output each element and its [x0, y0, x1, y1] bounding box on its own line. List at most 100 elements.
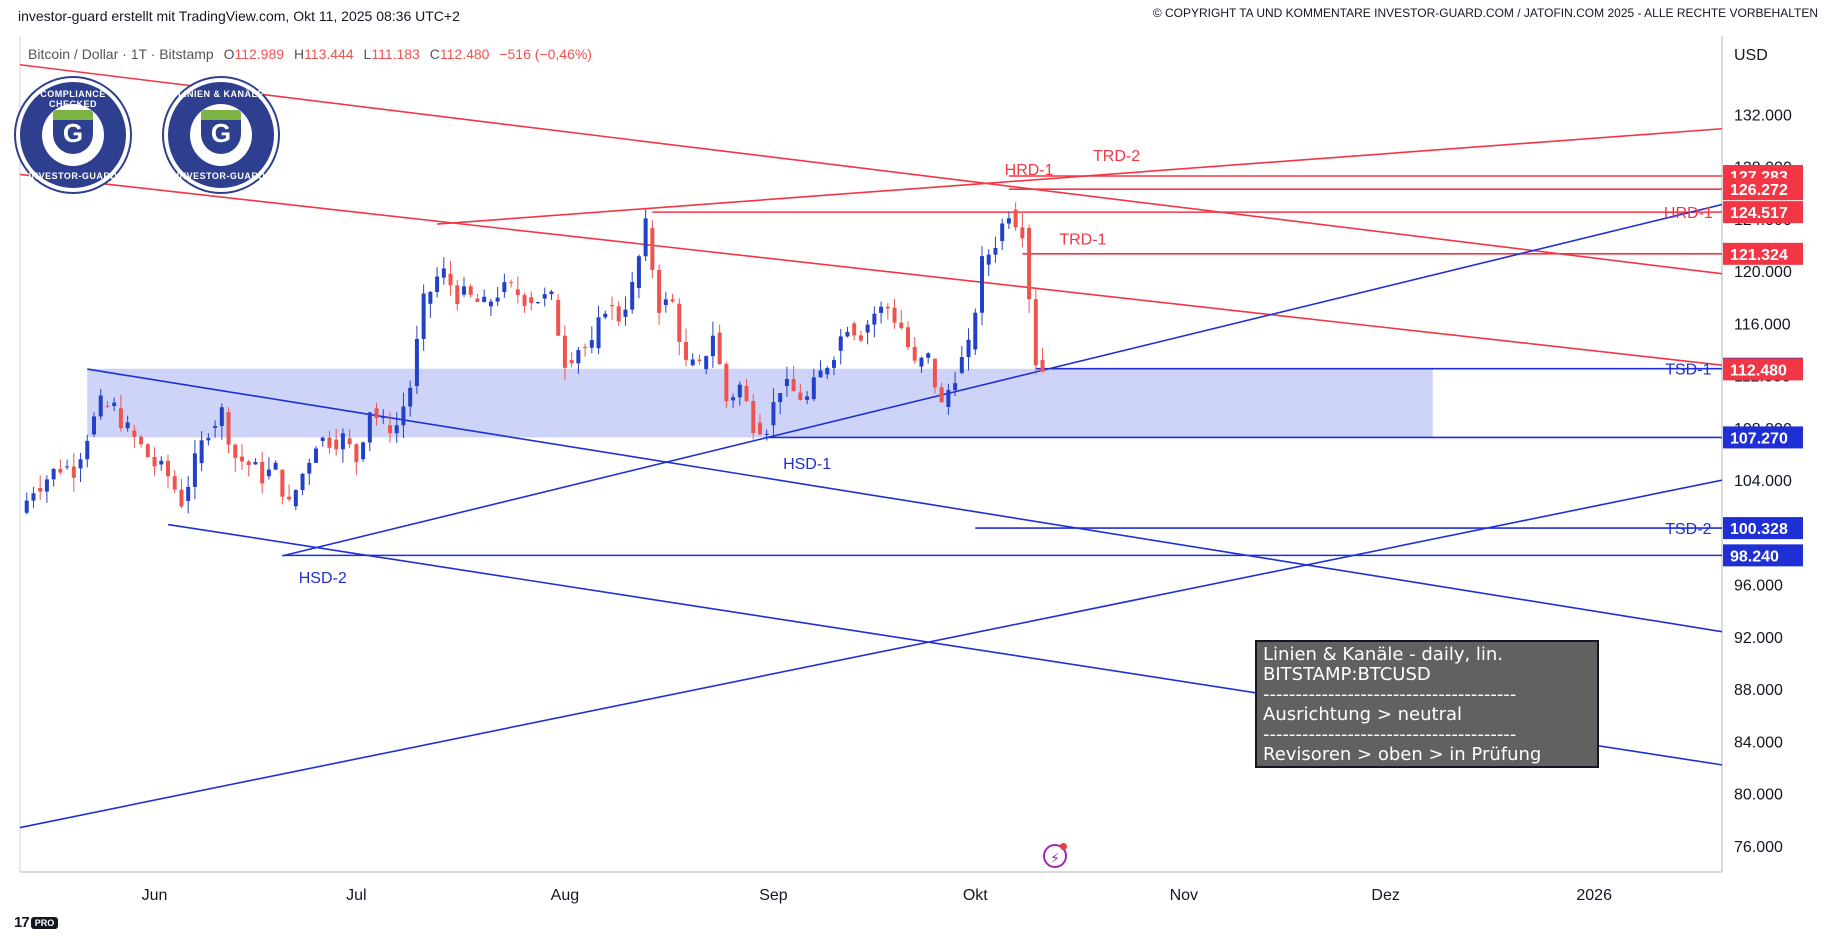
- line-annotation: TRD-1: [1059, 231, 1106, 248]
- close-value: C112.480: [429, 46, 490, 62]
- flash-icon[interactable]: ⚡: [1043, 844, 1067, 868]
- y-tick-label: 88.000: [1734, 682, 1783, 699]
- candle-body: [105, 405, 110, 407]
- candle-body: [569, 359, 574, 364]
- candle-body: [906, 327, 910, 347]
- candle-body: [818, 370, 823, 378]
- candle-body: [401, 406, 406, 426]
- candle-body: [213, 425, 218, 428]
- candle-body: [583, 346, 588, 348]
- price-tag: [1723, 242, 1803, 265]
- price-tag-label: 112.480: [1730, 362, 1787, 379]
- trend-line: [20, 63, 1722, 275]
- tradingview-logo[interactable]: 17 PRO: [14, 914, 59, 931]
- candle-body: [253, 462, 258, 465]
- price-tag: [1723, 544, 1803, 567]
- candle-body: [132, 430, 137, 437]
- candle-body: [65, 466, 70, 468]
- notification-dot: [1060, 843, 1067, 850]
- candle-body: [240, 456, 244, 462]
- x-tick-label: Dez: [1371, 887, 1399, 904]
- candle-body: [495, 297, 500, 302]
- candle-body: [307, 462, 312, 474]
- candle-body: [677, 303, 682, 342]
- candle-body: [1013, 209, 1018, 228]
- price-tag: [1723, 358, 1803, 381]
- candle-body: [327, 437, 332, 448]
- info-orientation: Ausrichtung > neutral: [1263, 705, 1463, 725]
- candle-body: [112, 402, 117, 406]
- candle-body: [885, 306, 890, 309]
- info-separator: ---------------------------------------: [1263, 685, 1517, 705]
- candle-body: [78, 459, 83, 469]
- candle-body: [784, 378, 789, 387]
- candle-body: [408, 387, 413, 407]
- y-tick-label: 120.000: [1734, 264, 1792, 281]
- candle-body: [51, 468, 56, 480]
- candle-body: [926, 353, 931, 358]
- candle-body: [825, 367, 830, 375]
- y-tick-label: 96.000: [1734, 578, 1783, 595]
- line-annotation: HRD-1: [1664, 205, 1713, 222]
- candle-body: [1006, 218, 1011, 224]
- info-separator: ---------------------------------------: [1263, 725, 1517, 745]
- open-value: O112.989: [223, 46, 285, 62]
- x-tick-label: Jul: [346, 887, 366, 904]
- candle-body: [832, 360, 836, 368]
- candle-body: [475, 298, 480, 302]
- candle-body: [603, 313, 608, 318]
- candle-body: [771, 402, 776, 426]
- symbol-label: Bitcoin / Dollar · 1T · Bitstamp: [28, 46, 214, 62]
- candle-body: [623, 309, 628, 317]
- candle-body: [421, 293, 426, 339]
- trend-line: [87, 368, 1722, 633]
- candle-body: [314, 448, 318, 463]
- candle-body: [650, 228, 655, 270]
- candle-body: [872, 313, 877, 325]
- x-tick-label: 2026: [1576, 887, 1612, 904]
- candle-body: [347, 438, 352, 445]
- candle-body: [448, 273, 453, 286]
- candle-body: [85, 440, 90, 460]
- y-tick-label: 116.000: [1734, 316, 1791, 333]
- candle-body: [441, 268, 446, 278]
- candle-body: [657, 269, 662, 313]
- candle-body: [717, 332, 722, 365]
- candle-body: [616, 306, 621, 322]
- candle-body: [320, 437, 325, 441]
- price-tag: [1723, 426, 1803, 449]
- candle-body: [38, 487, 43, 492]
- candle-body: [152, 456, 157, 467]
- candle-body: [159, 460, 164, 465]
- candle-body: [704, 356, 709, 370]
- candle-body: [865, 324, 870, 333]
- candle-body: [266, 469, 271, 477]
- line-annotation: TSD-2: [1665, 521, 1711, 538]
- line-annotation: TSD-1: [1665, 362, 1711, 379]
- candle-body: [798, 392, 803, 400]
- candle-body: [44, 479, 49, 492]
- info-reviewers: Revisoren > oben > in Prüfung: [1263, 745, 1542, 765]
- candle-body: [630, 282, 635, 310]
- candle-body: [845, 331, 850, 337]
- currency-label: USD: [1734, 47, 1768, 64]
- price-tag-label: 121.324: [1730, 247, 1788, 264]
- y-tick-label: 104.000: [1734, 473, 1792, 490]
- candle-body: [226, 412, 231, 445]
- candle-body: [1000, 223, 1005, 242]
- candle-body: [172, 476, 177, 490]
- candle-body: [280, 469, 285, 497]
- candle-body: [139, 436, 144, 445]
- line-annotation: HRD-1: [1005, 162, 1054, 179]
- candle-body: [71, 466, 76, 478]
- candle-body: [919, 357, 924, 367]
- candle-body: [556, 299, 561, 336]
- candle-body: [179, 489, 184, 507]
- candle-body: [562, 335, 567, 368]
- candle-body: [589, 340, 594, 348]
- price-tag: [1723, 517, 1803, 540]
- candle-body: [468, 286, 473, 295]
- candle-body: [166, 460, 170, 477]
- price-tag: [1723, 201, 1803, 224]
